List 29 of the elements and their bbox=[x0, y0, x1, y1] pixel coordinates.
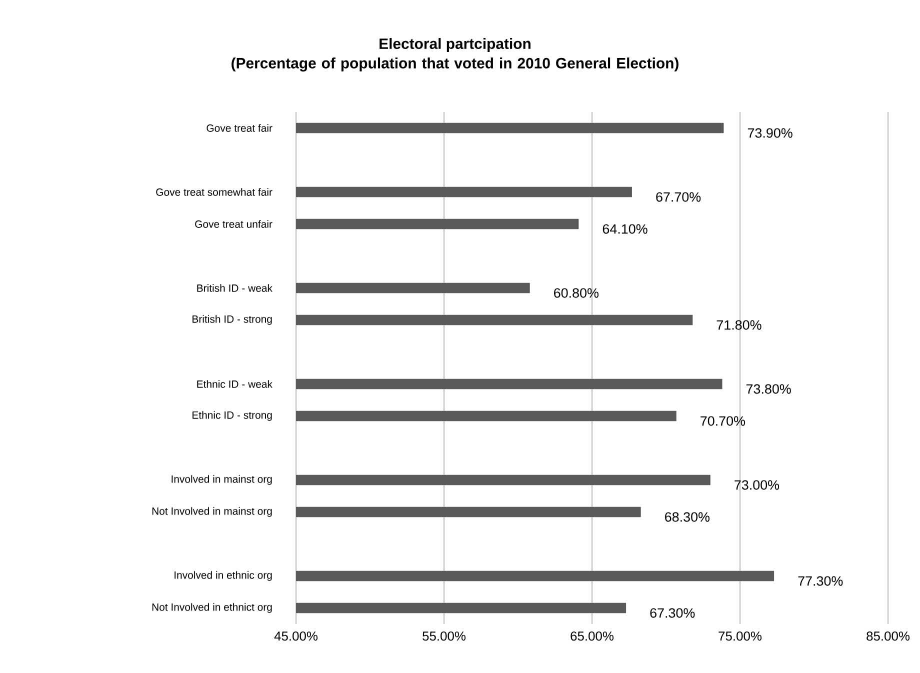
data-label: 60.80% bbox=[554, 288, 599, 298]
x-tick-label: 75.00% bbox=[718, 632, 762, 641]
x-tick-label: 55.00% bbox=[422, 632, 466, 641]
y-tick-label: Ethnic ID - weak bbox=[197, 380, 272, 388]
y-tick-label: Gove treat somewhat fair bbox=[156, 188, 272, 196]
y-tick-label: British ID - strong bbox=[192, 315, 272, 325]
data-label: 67.30% bbox=[650, 608, 695, 618]
data-label: 73.00% bbox=[734, 480, 780, 490]
y-tick-label: Not Involved in ethnict org bbox=[152, 603, 272, 613]
data-label: 64.10% bbox=[602, 224, 648, 234]
y-tick-label: Involved in ethnic org bbox=[174, 571, 272, 581]
chart-subtitle: (Percentage of population that voted in 2010 General Election) bbox=[232, 58, 678, 72]
chart-title: Electoral partcipation bbox=[380, 38, 530, 52]
data-label: 73.80% bbox=[746, 384, 791, 394]
y-tick-label: Gove treat fair bbox=[206, 124, 272, 132]
data-label: 68.30% bbox=[665, 512, 710, 522]
x-tick-label: 85.00% bbox=[866, 632, 910, 641]
y-tick-label: Involved in mainst org bbox=[172, 475, 272, 485]
y-tick-label: Ethnic ID - strong bbox=[192, 411, 272, 421]
data-label: 67.70% bbox=[656, 192, 701, 202]
y-tick-label: British ID - weak bbox=[197, 284, 272, 292]
x-tick-label: 45.00% bbox=[274, 632, 318, 641]
data-label: 73.90% bbox=[748, 128, 792, 138]
x-tick-label: 65.00% bbox=[570, 632, 614, 641]
data-label: 71.80% bbox=[716, 320, 762, 330]
data-label: 77.30% bbox=[798, 576, 843, 586]
data-label: 70.70% bbox=[700, 416, 746, 426]
y-tick-label: Not Involved in mainst org bbox=[152, 507, 272, 517]
y-tick-label: Gove treat unfair bbox=[195, 220, 272, 228]
